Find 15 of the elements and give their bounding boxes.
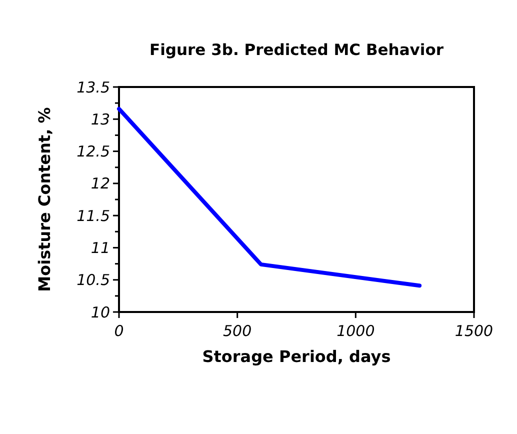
x-tick-label: 1000 <box>336 322 375 340</box>
y-tick-label: 12 <box>90 174 110 193</box>
y-tick-label: 13 <box>90 110 110 128</box>
y-tick-label: 12.5 <box>76 142 110 161</box>
x-tick-label: 1500 <box>454 322 494 340</box>
y-tick-label: 11 <box>90 238 110 257</box>
y-tick-label: 10 <box>90 303 110 322</box>
y-tick-label: 10.5 <box>76 271 110 290</box>
y-axis-title: Moisture Content, % <box>35 107 54 292</box>
chart-title: Figure 3b. Predicted MC Behavior <box>149 41 444 59</box>
y-tick-label: 11.5 <box>76 206 110 225</box>
x-tick-label: 500 <box>223 322 252 340</box>
y-tick-label: 13.5 <box>76 78 110 96</box>
x-tick-label: 0 <box>114 322 124 340</box>
x-axis-title: Storage Period, days <box>202 347 391 366</box>
